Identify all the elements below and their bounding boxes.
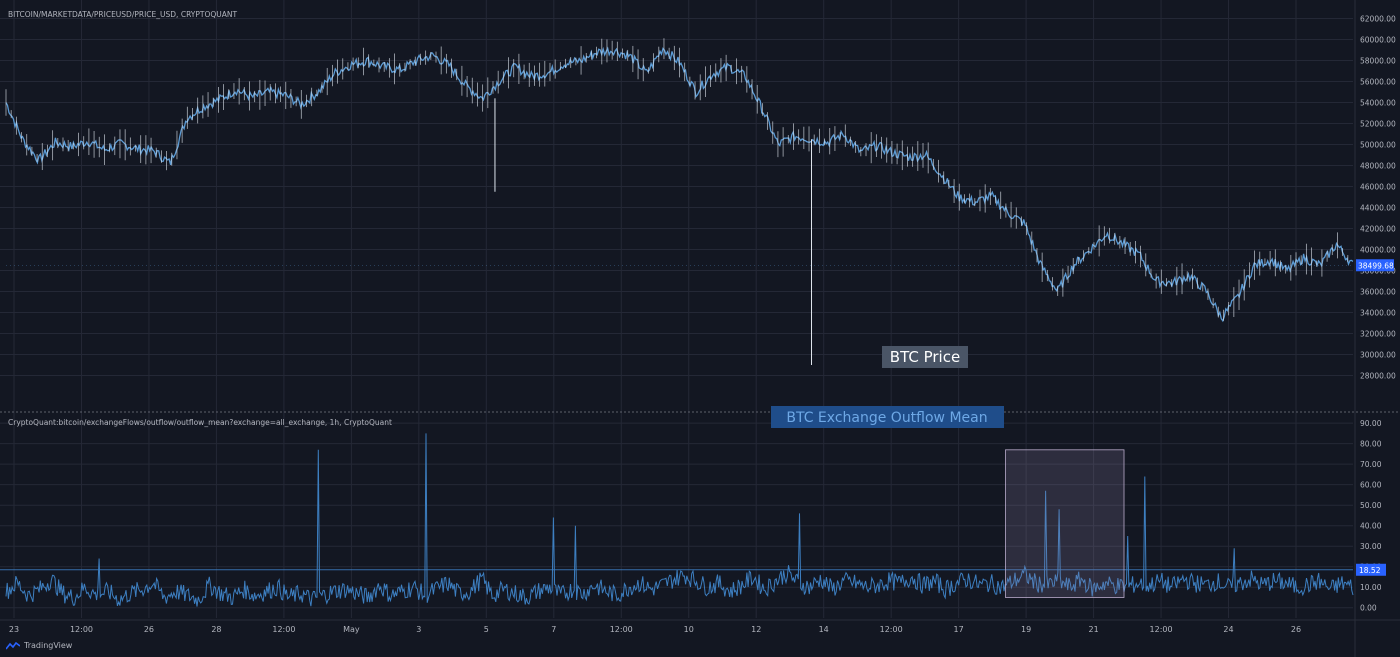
outflow-tick-label: 90.00 <box>1360 419 1382 428</box>
price-tick-label: 54000.00 <box>1360 99 1396 108</box>
price-tick-label: 32000.00 <box>1360 330 1396 339</box>
x-tick-label: 12 <box>751 625 761 634</box>
outflow-tick-label: 0.00 <box>1360 604 1377 613</box>
x-tick-label: 12:00 <box>272 625 295 634</box>
x-tick-label: 19 <box>1021 625 1031 634</box>
x-tick-label: 23 <box>9 625 19 634</box>
price-last-value-badge <box>1356 259 1394 272</box>
outflow-series-layer <box>0 433 1354 607</box>
outflow-annotation-text: BTC Exchange Outflow Mean <box>786 410 987 426</box>
price-tick-label: 42000.00 <box>1360 225 1396 234</box>
price-tick-label: 50000.00 <box>1360 141 1396 150</box>
outflow-tick-label: 40.00 <box>1360 522 1382 531</box>
outflow-tick-label: 80.00 <box>1360 440 1382 449</box>
highlight-region <box>1005 449 1125 598</box>
x-tick-label: 10 <box>684 625 694 634</box>
x-tick-label: 26 <box>144 625 154 634</box>
overlay-layer: BTC Price BTC Exchange Outflow Mean <box>771 346 1125 598</box>
x-tick-label: 3 <box>416 625 421 634</box>
x-tick-label: 5 <box>484 625 489 634</box>
price-tick-label: 60000.00 <box>1360 36 1396 45</box>
x-tick-label: 17 <box>954 625 964 634</box>
price-last-value-text: 38499.68 <box>1358 261 1394 270</box>
x-tick-label: 14 <box>819 625 829 634</box>
x-tick-label: 21 <box>1088 625 1098 634</box>
outflow-annotation-box <box>771 406 1004 428</box>
price-series-layer <box>5 38 1354 365</box>
btc-price-annotation-box <box>882 346 968 368</box>
price-tick-label: 62000.00 <box>1360 15 1396 24</box>
tradingview-logo-text: TradingView <box>24 641 73 650</box>
tradingview-logo[interactable]: TradingView <box>6 641 72 650</box>
grid-layer <box>0 0 1353 618</box>
x-tick-label: May <box>343 625 360 634</box>
price-tick-label: 44000.00 <box>1360 204 1396 213</box>
x-tick-label: 12:00 <box>70 625 93 634</box>
price-tick-label: 48000.00 <box>1360 162 1396 171</box>
outflow-tick-label: 60.00 <box>1360 481 1382 490</box>
outflow-source-label: CryptoQuant:bitcoin/exchangeFlows/outflo… <box>8 418 392 427</box>
outflow-tick-label: 10.00 <box>1360 583 1382 592</box>
x-tick-label: 12:00 <box>880 625 903 634</box>
price-tick-label: 56000.00 <box>1360 78 1396 87</box>
x-tick-label: 7 <box>551 625 556 634</box>
outflow-last-value-text: 18.52 <box>1359 566 1381 575</box>
price-tick-label: 34000.00 <box>1360 309 1396 318</box>
price-tick-label: 40000.00 <box>1360 246 1396 255</box>
price-tick-label: 30000.00 <box>1360 351 1396 360</box>
tradingview-logo-icon <box>6 641 20 649</box>
outflow-last-value-badge <box>1356 563 1386 576</box>
x-tick-label: 26 <box>1291 625 1301 634</box>
price-tick-label: 46000.00 <box>1360 183 1396 192</box>
outflow-tick-label: 30.00 <box>1360 542 1382 551</box>
price-source-label: BITCOIN/MARKETDATA/PRICEUSD/PRICE_USD, C… <box>8 10 238 19</box>
x-tick-label: 28 <box>211 625 221 634</box>
x-tick-label: 24 <box>1223 625 1233 634</box>
price-tick-label: 52000.00 <box>1360 120 1396 129</box>
outflow-tick-label: 50.00 <box>1360 501 1382 510</box>
x-tick-label: 12:00 <box>1150 625 1173 634</box>
x-tick-label: 12:00 <box>610 625 633 634</box>
price-tick-label: 28000.00 <box>1360 372 1396 381</box>
btc-price-annotation-text: BTC Price <box>890 348 960 366</box>
outflow-tick-label: 70.00 <box>1360 460 1382 469</box>
price-tick-label: 58000.00 <box>1360 57 1396 66</box>
price-tick-label: 36000.00 <box>1360 288 1396 297</box>
